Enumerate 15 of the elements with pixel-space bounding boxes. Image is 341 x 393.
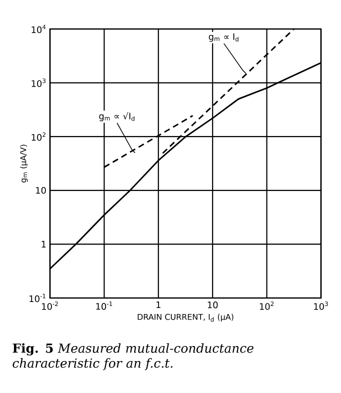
- y-tick-label: 10$^{-1}$: [30, 294, 46, 302]
- annotation: g$_{m}$ ∝ I$_{d}$: [208, 33, 238, 42]
- y-tick-label: 10$^{2}$: [32, 132, 46, 141]
- y-tick-label: 10$^{3}$: [32, 78, 46, 87]
- x-tick-label: 10$^{2}$: [260, 302, 274, 310]
- x-tick-label: 10$^{-1}$: [96, 302, 112, 310]
- y-tick-label: 10$^{4}$: [32, 24, 46, 34]
- x-tick-label: 1: [156, 302, 160, 308]
- x-tick-label: 10$^{-2}$: [42, 302, 58, 310]
- text: Fig. 5 Measured mutual-conductance characteristic for an f.c.t.: [12, 343, 254, 370]
- x-tick-label: 10$^{3}$: [314, 302, 328, 310]
- annotation: g$_{m}$ ∝ √I$_{d}$: [99, 112, 134, 122]
- y-tick-label: 1: [42, 240, 46, 248]
- x-tick-label: 10: [208, 302, 218, 308]
- y-tick-label: 10: [36, 187, 46, 194]
